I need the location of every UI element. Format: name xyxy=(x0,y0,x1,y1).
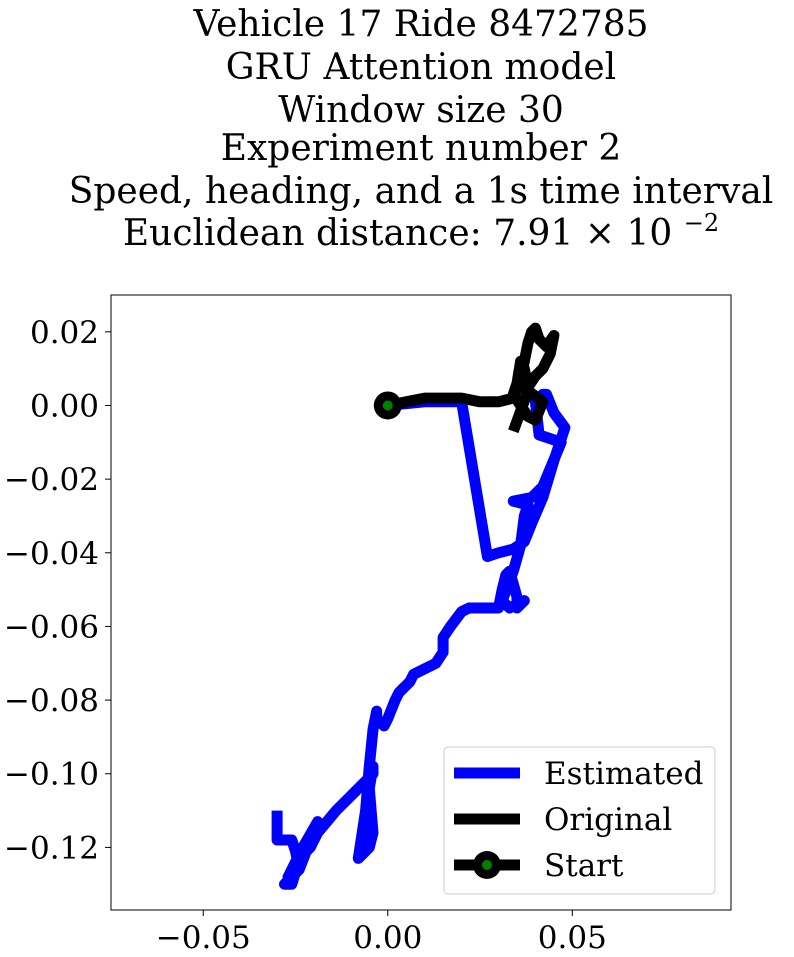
title-line-4: Experiment number 2 xyxy=(221,128,622,169)
legend-label-start: Start xyxy=(544,848,624,884)
metric-prefix: Euclidean distance: 7.91 xyxy=(123,213,573,254)
x-tick-label: 0.00 xyxy=(353,920,422,956)
legend-box xyxy=(443,746,716,895)
y-tick-label: 0.00 xyxy=(30,388,99,424)
metric-times: × xyxy=(585,213,615,254)
legend-label-original: Original xyxy=(544,802,672,838)
title-line-3: Window size 30 xyxy=(278,90,564,131)
legend: Estimated Original Start xyxy=(443,746,716,895)
title-line-1: Vehicle 17 Ride 8472785 xyxy=(192,4,648,45)
series-line-estimated xyxy=(271,388,571,890)
metric-exponent: −2 xyxy=(684,209,719,237)
y-tick-label: 0.02 xyxy=(30,315,99,351)
series-line-original xyxy=(386,322,560,434)
legend-start-marker-inner xyxy=(482,860,492,870)
chart-title: Vehicle 17 Ride 8472785 GRU Attention mo… xyxy=(69,4,774,254)
metric-base: 10 xyxy=(626,213,672,254)
x-tick-label: −0.05 xyxy=(156,920,251,956)
title-line-metric: Euclidean distance: 7.91 × 10 −2 xyxy=(123,209,719,254)
start-marker-inner xyxy=(382,400,393,411)
y-tick-label: −0.02 xyxy=(4,462,99,498)
title-line-2: GRU Attention model xyxy=(226,47,616,88)
axes-frame xyxy=(110,294,732,911)
y-tick-label: −0.08 xyxy=(4,683,99,719)
x-tick-label: 0.05 xyxy=(538,920,607,956)
y-tick-label: −0.06 xyxy=(4,609,99,645)
y-tick-label: −0.12 xyxy=(4,830,99,866)
plot-area: −0.05 0.00 0.05 0.02 0.00 −0.02 −0.04 −0.06 −0.0… xyxy=(4,294,732,956)
series-group xyxy=(271,322,571,890)
legend-label-estimated: Estimated xyxy=(544,756,703,792)
y-tick-label: −0.04 xyxy=(4,536,99,572)
title-line-5: Speed, heading, and a 1s time interval xyxy=(69,171,774,212)
y-tick-label: −0.10 xyxy=(4,757,99,793)
